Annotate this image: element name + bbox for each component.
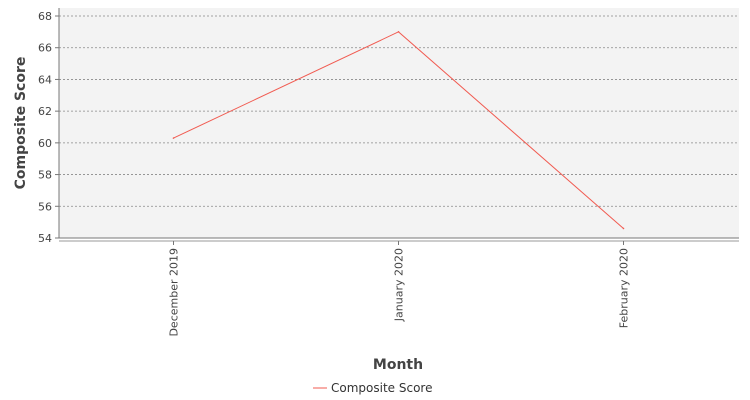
plot-background	[59, 8, 739, 238]
y-tick-label: 68	[38, 10, 52, 23]
x-tick-label: January 2020	[393, 248, 406, 322]
x-axis-title: Month	[373, 357, 423, 373]
y-tick-label: 54	[38, 232, 52, 245]
y-tick-label: 58	[38, 169, 52, 182]
series-layer	[172, 31, 625, 230]
data-point	[397, 31, 400, 33]
y-tick-label: 60	[38, 137, 52, 150]
y-tick-label: 56	[38, 200, 52, 213]
x-tick-label: February 2020	[618, 248, 631, 328]
y-tick-labels: 54 56 58 60 62 64 66 68	[38, 10, 52, 245]
axes	[55, 8, 739, 245]
x-tick-labels: December 2019 January 2020 February 2020	[168, 248, 631, 337]
legend-label: Composite Score	[331, 381, 432, 395]
data-point	[172, 137, 175, 139]
y-tick-label: 66	[38, 42, 52, 55]
y-axis-title: Composite Score	[13, 57, 29, 190]
legend: Composite Score	[313, 381, 432, 395]
gridlines	[59, 15, 739, 239]
data-point	[622, 227, 625, 230]
x-tick-label: December 2019	[168, 248, 181, 337]
y-tick-label: 62	[38, 105, 52, 118]
y-tick-label: 64	[38, 73, 52, 86]
